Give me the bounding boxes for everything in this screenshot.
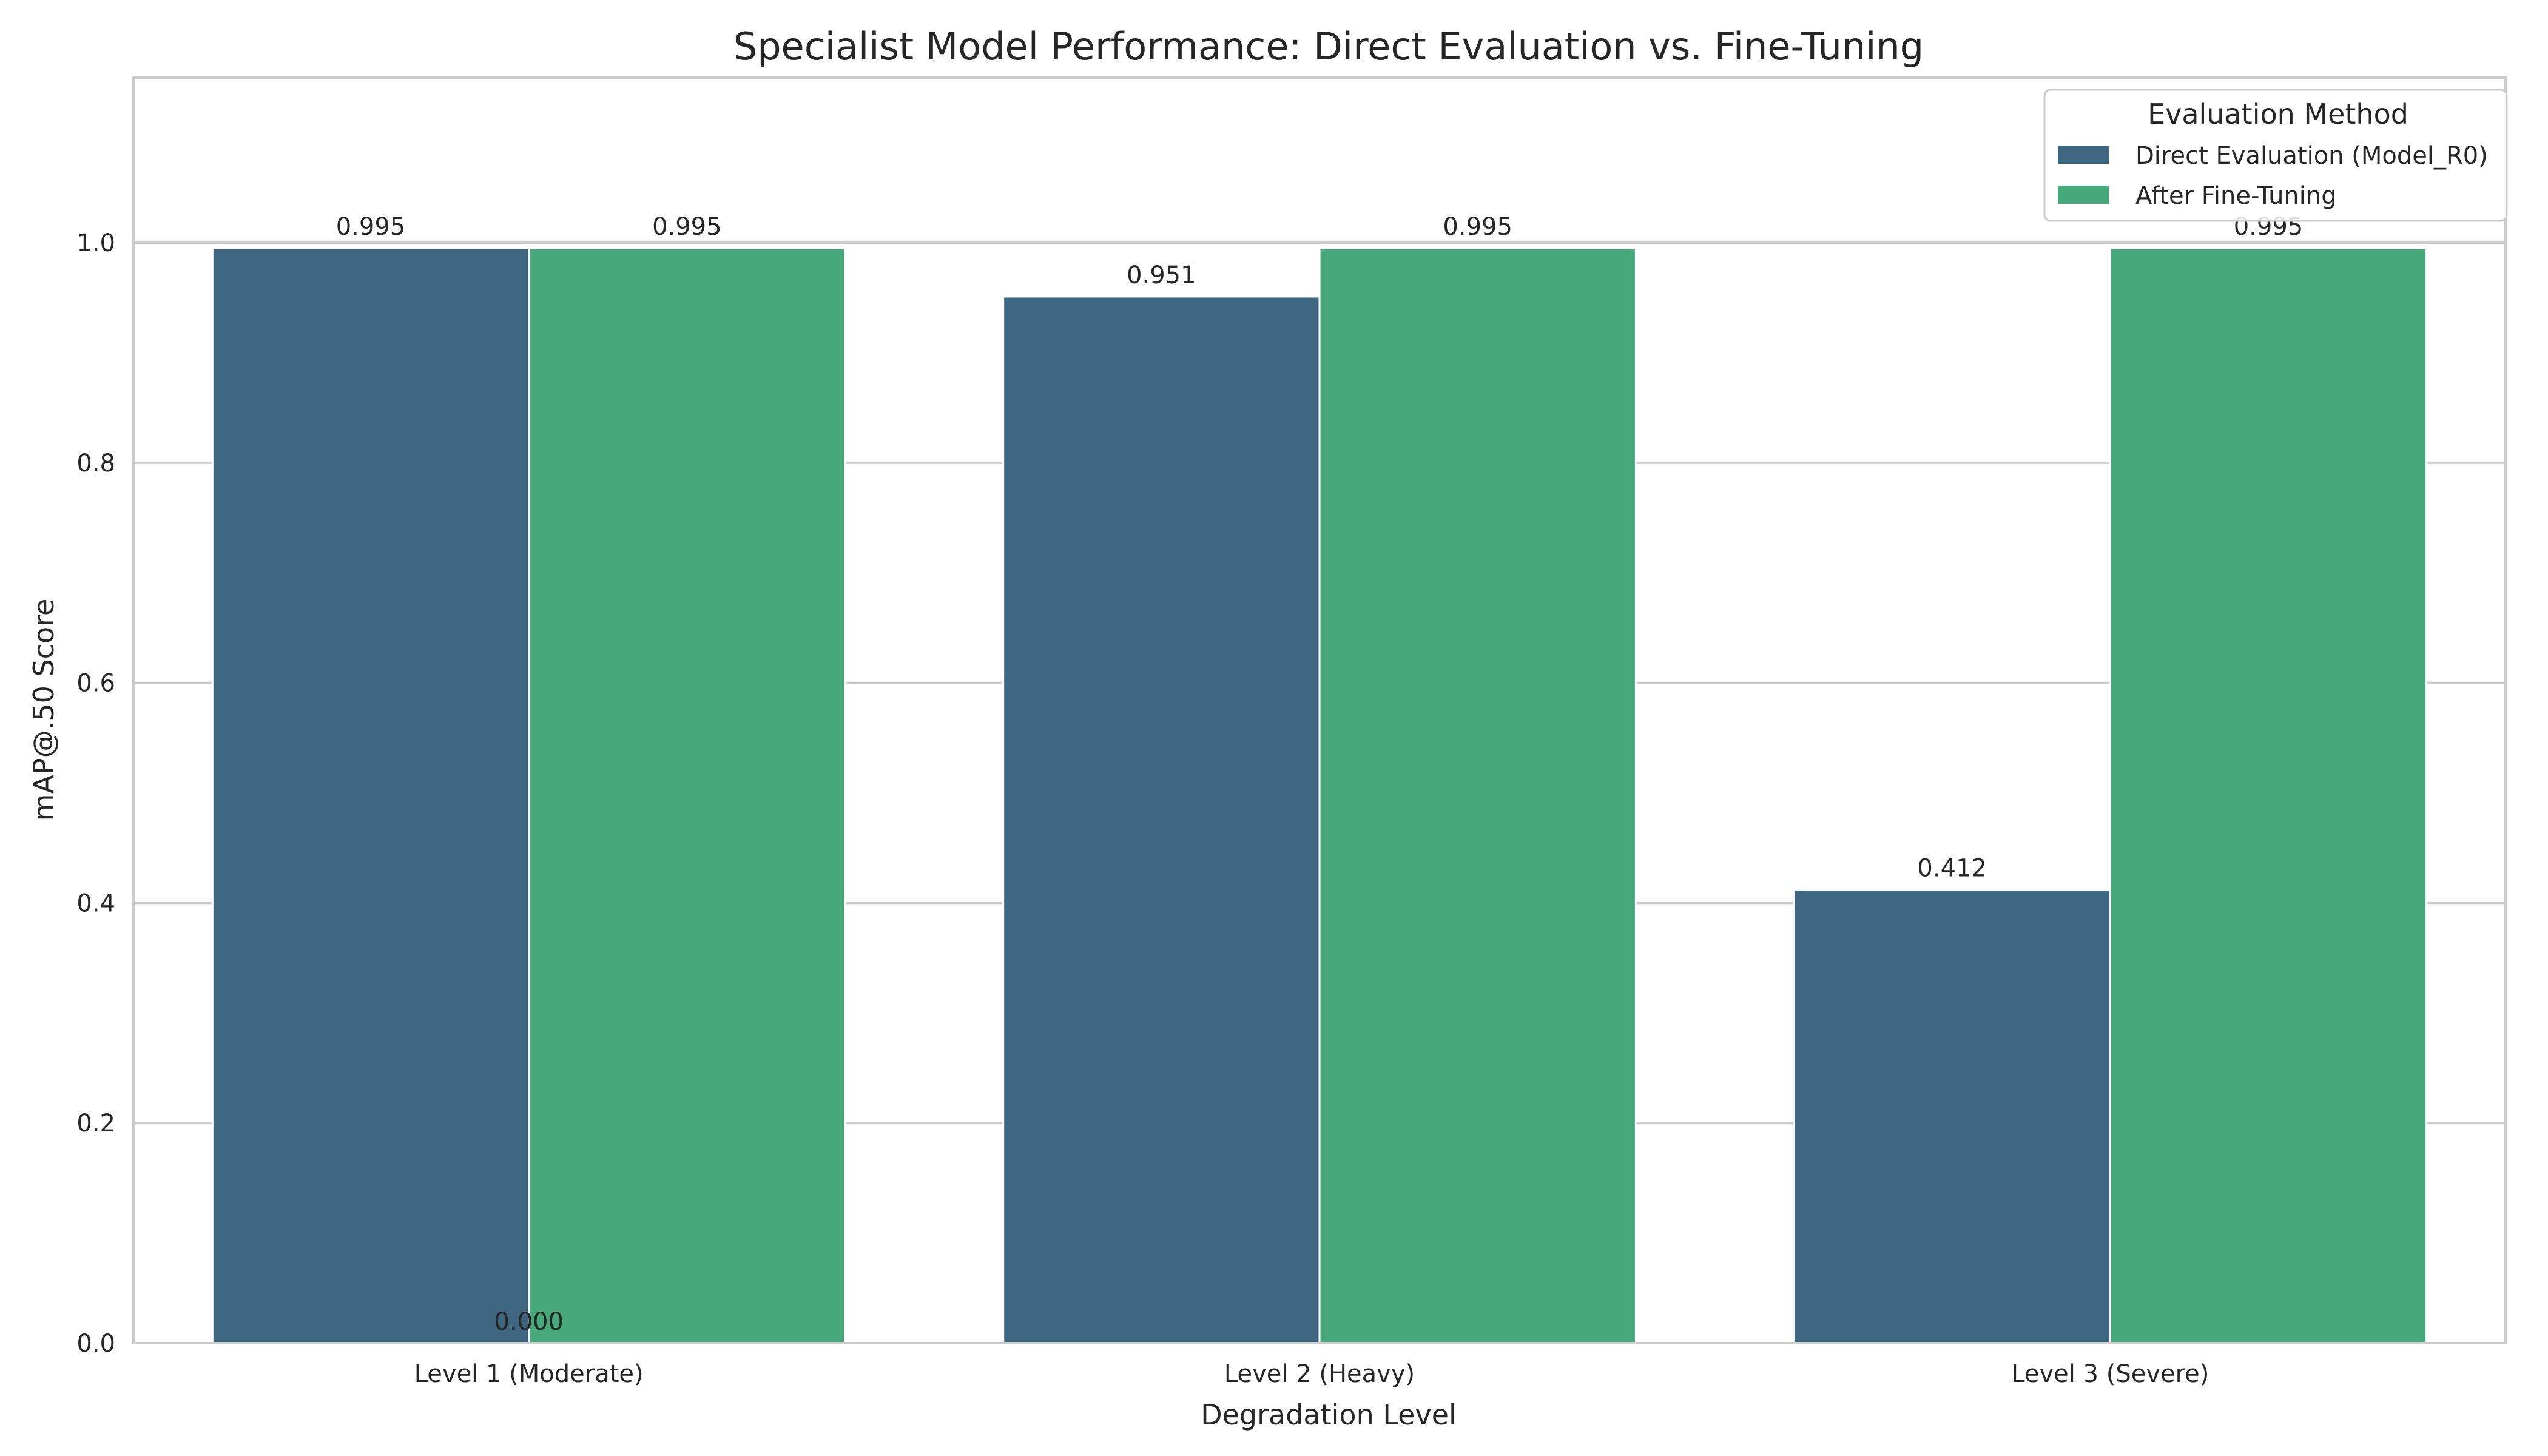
- bar-after-fine-tuning: [1318, 247, 1637, 1344]
- y-tick-label: 0.8: [76, 450, 115, 477]
- y-tick-label: 0.2: [76, 1110, 115, 1138]
- legend-label-after-fine-tuning: After Fine-Tuning: [2135, 182, 2337, 210]
- bar-value-label: 0.951: [1127, 261, 1196, 289]
- legend-swatch-after-fine-tuning: [2058, 186, 2109, 204]
- y-tick-labels: 0.0 0.2 0.4 0.6 0.8 1.0: [76, 229, 115, 1358]
- bar-direct-evaluation: [211, 247, 530, 1344]
- plot-frame: [132, 76, 2507, 1344]
- y-tick-label: 0.0: [76, 1330, 115, 1358]
- legend-swatch-direct-evaluation: [2058, 146, 2109, 164]
- bar-value-label: 0.995: [1443, 213, 1512, 241]
- x-tick-label: Level 3 (Severe): [2011, 1360, 2209, 1388]
- legend-title: Evaluation Method: [2148, 98, 2408, 130]
- y-tick-label: 0.4: [76, 889, 115, 917]
- x-tick-labels: Level 1 (Moderate) Level 2 (Heavy) Level 3…: [414, 1360, 2209, 1388]
- bar-direct-evaluation: [1002, 295, 1321, 1344]
- chart-title: Specialist Model Performance: Direct Eva…: [733, 24, 1924, 69]
- bar-value-label: 0.412: [1917, 855, 1987, 883]
- bar-value-label: 0.995: [652, 213, 722, 241]
- bars: [211, 247, 2428, 1344]
- legend-label-direct-evaluation: Direct Evaluation (Model_R0): [2135, 142, 2488, 170]
- bar-value-label: 0.995: [336, 213, 406, 241]
- x-axis-label: Degradation Level: [1201, 1398, 1457, 1431]
- bar-direct-evaluation: [1793, 889, 2111, 1344]
- zero-value-annotation: 0.000: [494, 1308, 564, 1336]
- y-tick-label: 1.0: [76, 229, 115, 257]
- legend-box: [2043, 89, 2508, 222]
- x-tick-label: Level 1 (Moderate): [414, 1360, 644, 1388]
- bar-after-fine-tuning: [528, 247, 846, 1344]
- bar-after-fine-tuning: [2109, 247, 2428, 1344]
- y-axis-label: mAP@.50 Score: [27, 599, 60, 821]
- legend: Evaluation Method Direct Evaluation (Mod…: [2043, 89, 2508, 222]
- x-tick-label: Level 2 (Heavy): [1224, 1360, 1415, 1388]
- y-tick-label: 0.6: [76, 670, 115, 698]
